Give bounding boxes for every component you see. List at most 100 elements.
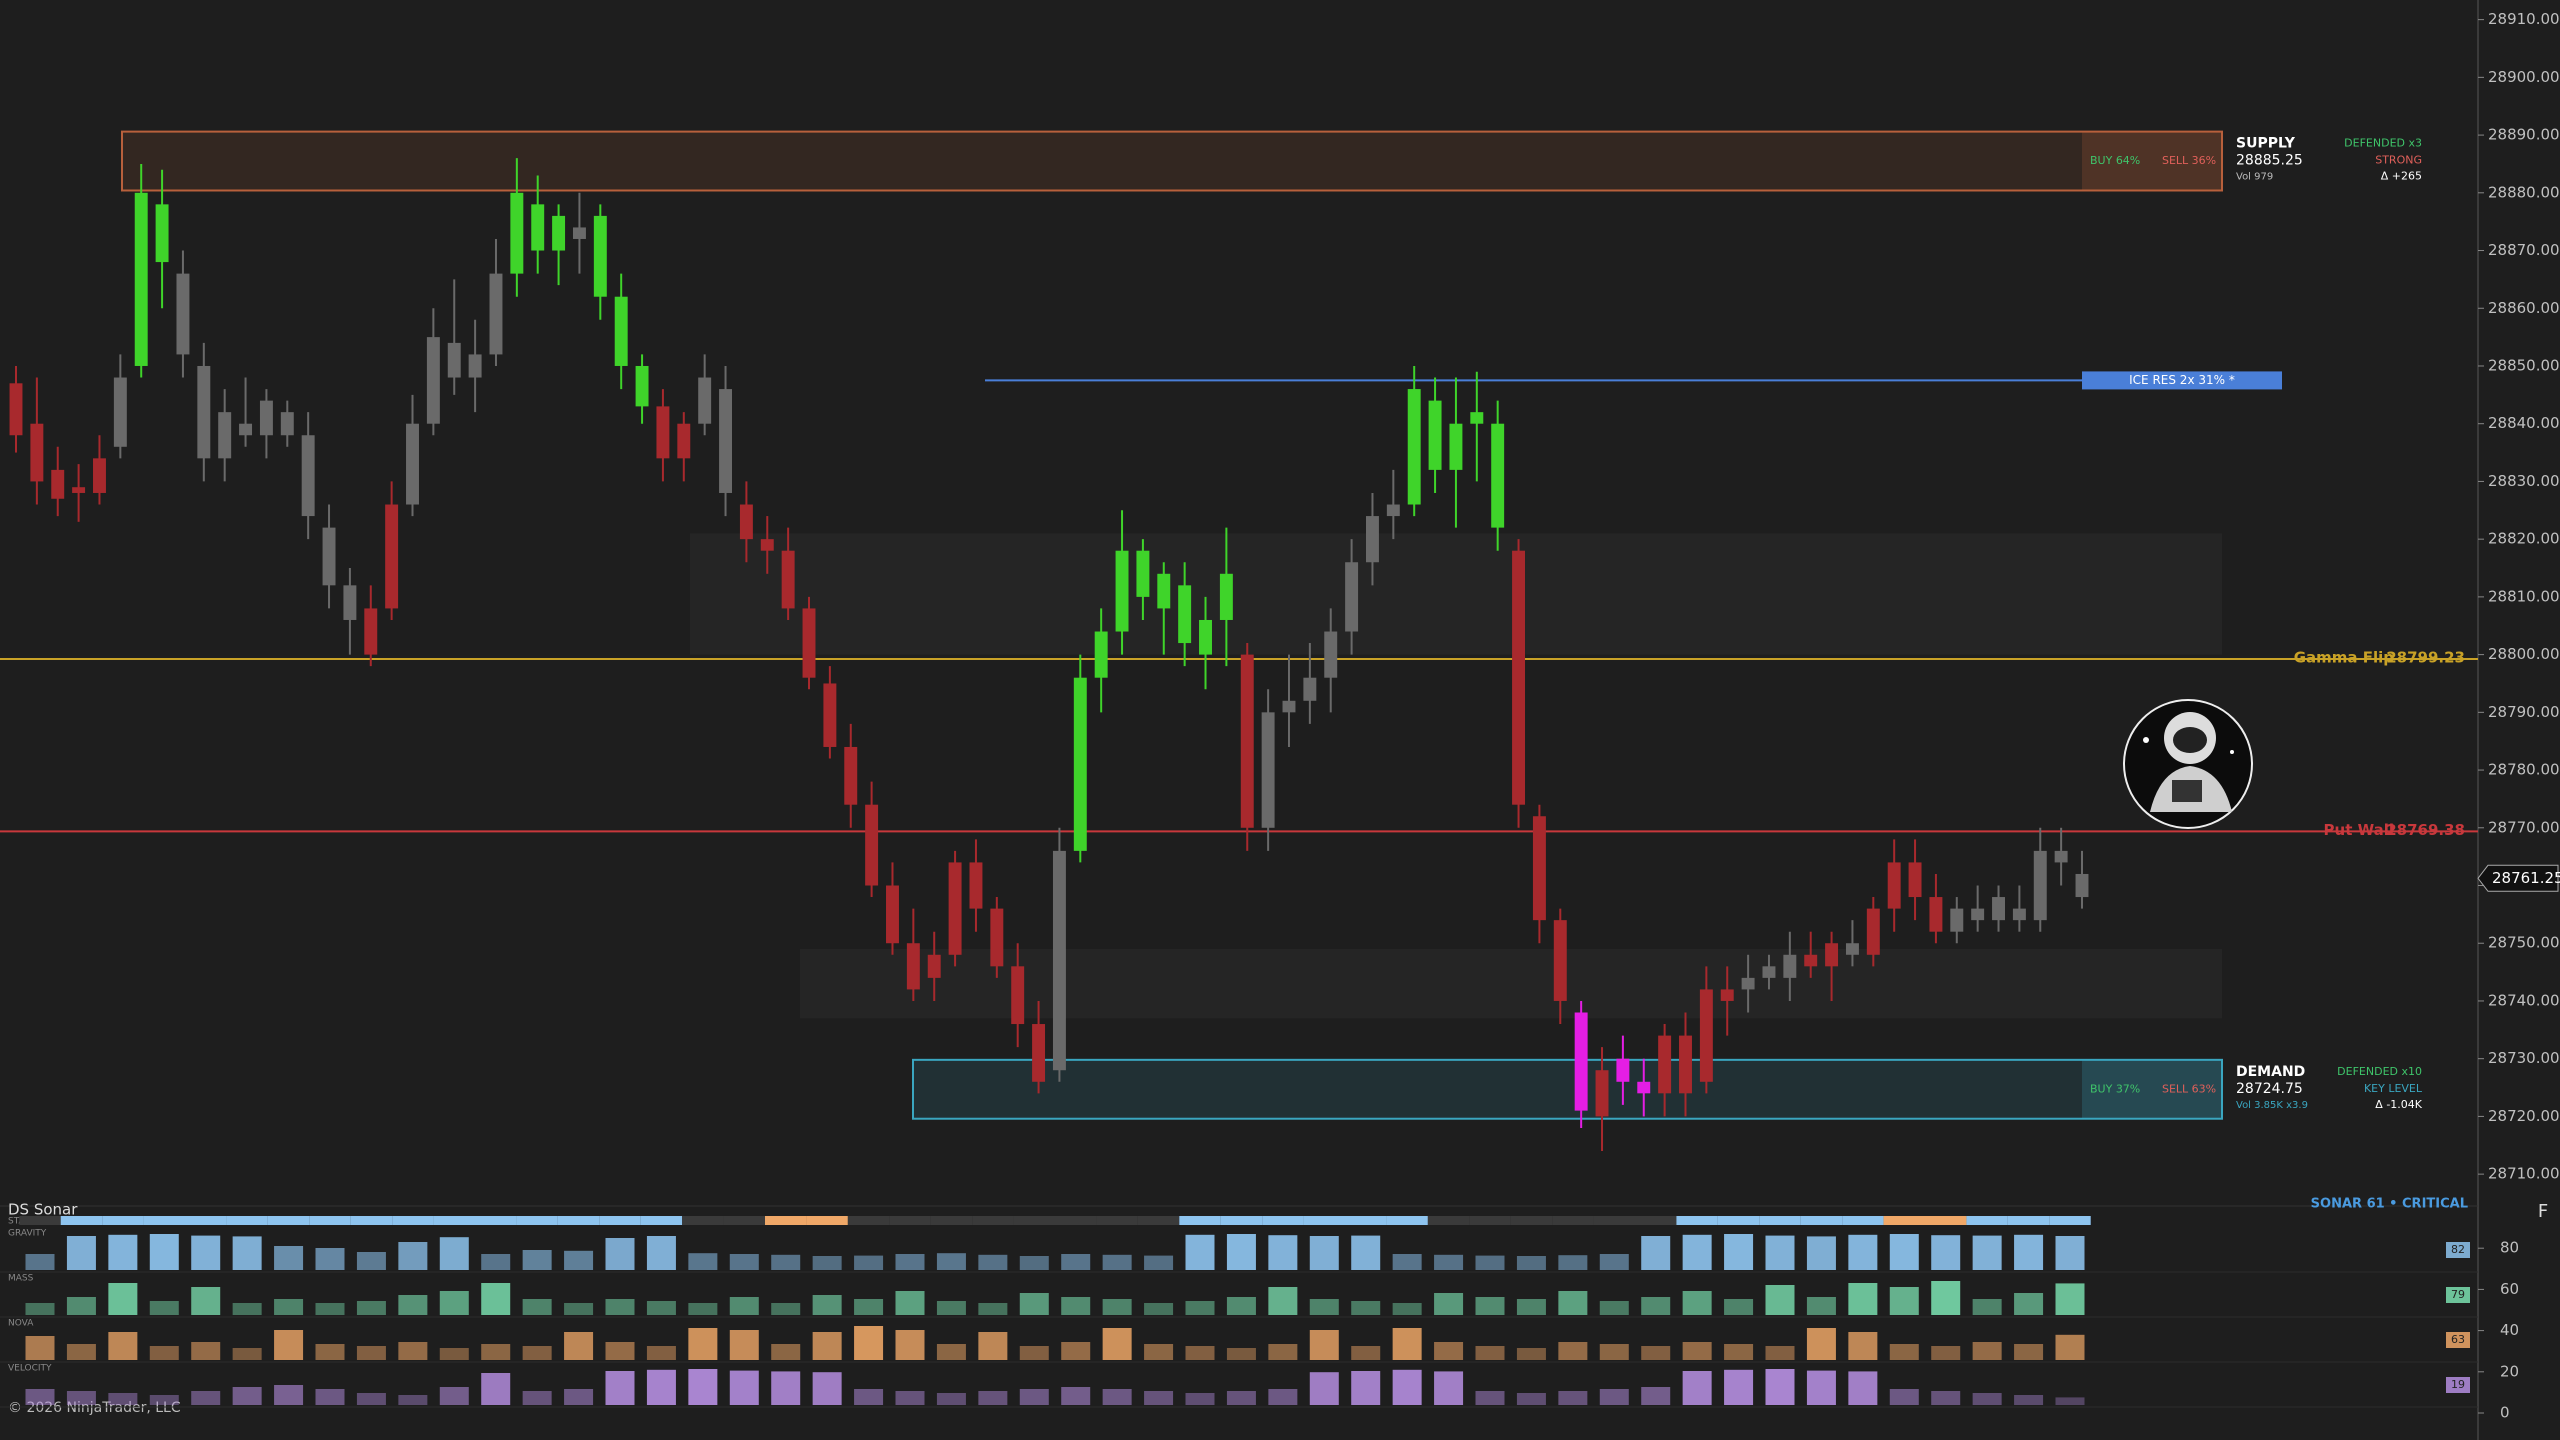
sonar-bar [1931,1235,1961,1270]
sonar-bar [1019,1293,1049,1315]
sonar-bar [1102,1254,1132,1270]
candle-body [113,377,127,447]
candle-body [1741,977,1755,990]
sonar-bar [315,1248,345,1270]
sonar-bar [232,1303,262,1315]
sonar-bar [522,1346,552,1360]
candle-body [948,862,962,955]
sonar-bar [274,1330,304,1360]
sonar-bar [439,1387,469,1405]
sonar-bar [1558,1255,1588,1270]
candle-body [447,342,461,378]
candle-body [969,862,983,909]
sonar-bar [1516,1299,1546,1315]
candle-body [426,337,440,424]
sonar-bar [895,1291,925,1315]
sonar-bar [1226,1297,1256,1315]
sonar-bar [854,1299,884,1315]
candle-body [1845,943,1859,955]
y-tick-label: 28780.00 [2488,761,2560,779]
zone-price: 28724.75 [2236,1081,2303,1097]
candle-body [1324,631,1338,678]
candle-body [1219,573,1233,620]
y-tick-label: 28790.00 [2488,703,2560,721]
sonar-y-tick-label: 20 [2500,1362,2519,1380]
y-tick-label: 28810.00 [2488,587,2560,605]
sonar-bar [1682,1291,1712,1315]
state-segment [1883,1216,1925,1225]
zone-strength: STRONG [2375,154,2422,167]
sonar-bar [1475,1297,1505,1315]
candle-body [1115,550,1129,632]
state-segment [889,1216,931,1225]
candle-body [239,423,253,436]
candle-body [1992,897,2005,921]
sonar-bar [1475,1391,1505,1405]
state-segment [267,1216,310,1225]
sonar-bar [812,1332,842,1360]
sonar-bar [1144,1391,1174,1405]
candle-body [739,504,753,540]
sonar-bar [1309,1372,1339,1405]
sonar-bar [2055,1334,2085,1360]
candle-body [990,908,1004,967]
zone-box [121,130,2223,192]
f-button[interactable] [2530,1198,2556,1226]
sonar-bar [854,1326,884,1360]
f-button-label[interactable]: F [2538,1201,2548,1222]
sonar-bar [1724,1344,1754,1360]
sonar-bar [1765,1369,1795,1405]
candle-body [906,943,920,990]
sonar-bar [1351,1346,1381,1360]
sonar-bar [688,1303,718,1315]
sonar-bar [854,1389,884,1405]
sonar-bar [315,1303,345,1315]
sonar-bar [315,1389,345,1405]
sonar-bar [191,1391,221,1405]
zone-sell: SELL 63% [2162,1082,2216,1095]
row-badge-value: 79 [2451,1288,2465,1301]
sonar-bar [356,1346,386,1360]
candle-body [1679,1035,1692,1094]
y-tick-label: 28850.00 [2488,356,2560,374]
sonar-bar [936,1344,966,1360]
level-name: Gamma Flip [2294,649,2395,667]
row-badge-value: 19 [2451,1378,2465,1391]
candle-body [510,192,524,274]
sonar-bar [1641,1346,1671,1360]
candle-body [1699,989,1713,1082]
candle-body [635,365,649,407]
candle-body [1658,1035,1672,1094]
state-segment [557,1216,600,1225]
candle-body [343,585,357,620]
state-segment [1096,1216,1138,1225]
row-badge-value: 82 [2451,1243,2465,1256]
sonar-bar [688,1369,718,1405]
zone-delta: Δ +265 [2381,170,2422,183]
row-label: MASS [8,1274,34,1284]
sonar-bar [1102,1389,1132,1405]
sonar-bar [66,1297,96,1315]
y-tick-label: 28740.00 [2488,991,2560,1009]
sonar-bar [1599,1254,1629,1270]
sonar-bar [564,1250,594,1270]
panel-title: DS Sonar [8,1201,78,1219]
zone-status: DEFENDED x3 [2344,137,2422,150]
candle-body [1052,850,1066,1071]
sonar-bar [232,1236,262,1270]
sonar-bar [274,1385,304,1405]
sonar-bar [1641,1297,1671,1315]
candle-body [218,412,232,459]
sonar-bar [1848,1283,1878,1315]
sonar-bar [605,1342,635,1360]
state-segment [350,1216,393,1225]
state-segment [1262,1216,1304,1225]
candle-body [1512,550,1526,805]
state-segment [185,1216,227,1225]
sonar-bar [1351,1371,1381,1405]
sonar-bar [978,1254,1008,1270]
y-tick-label: 28860.00 [2488,299,2560,317]
sonar-bar [149,1395,179,1405]
sonar-bar [1185,1301,1215,1315]
candle-body [1553,920,1567,1001]
